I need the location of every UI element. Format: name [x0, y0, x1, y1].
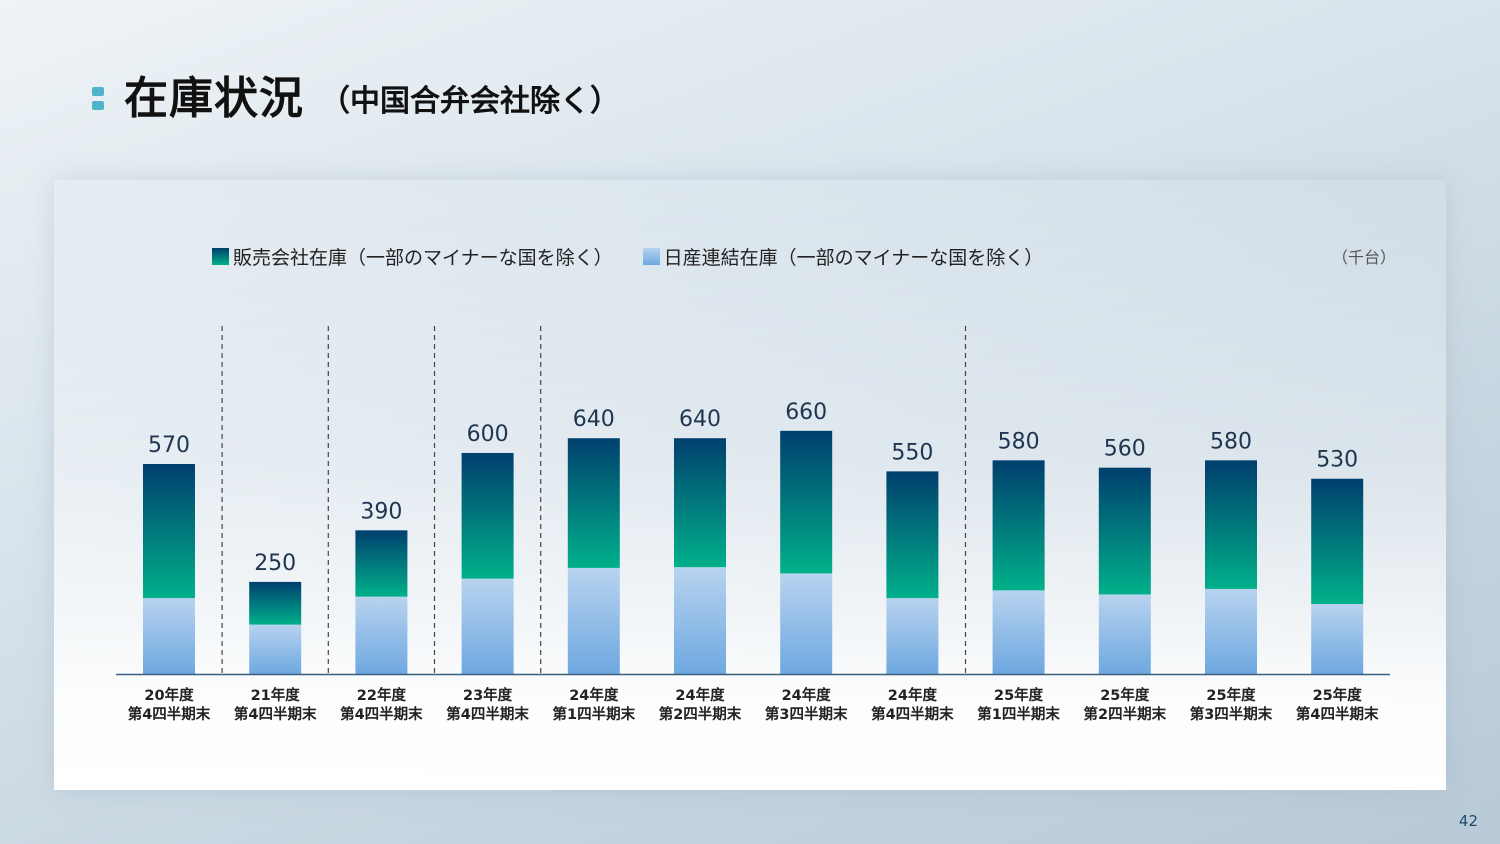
x-tick-label-year: 20年度 [144, 686, 194, 704]
total-data-label: 580 [998, 429, 1040, 454]
chart-legend: 販売会社在庫（一部のマイナーな国を除く） 日産連結在庫（一部のマイナーな国を除く… [212, 243, 1073, 270]
bar-nissan-segment [249, 624, 302, 674]
x-tick-label-year: 21年度 [251, 686, 301, 704]
total-data-label: 550 [891, 440, 933, 465]
title-marker-icon [92, 77, 106, 111]
x-tick-label-year: 22年度 [357, 686, 407, 704]
unit-label: （千台） [1331, 248, 1396, 267]
bar-nissan-segment [1098, 594, 1151, 674]
total-data-label: 570 [148, 433, 190, 458]
x-tick-label-quarter: 第4四半期末 [871, 705, 954, 723]
legend-swatch-dealer [212, 248, 229, 265]
x-tick-label-year: 25年度 [1206, 686, 1256, 704]
x-tick-label-year: 24年度 [888, 686, 938, 704]
bar-dealer-segment [355, 530, 408, 597]
page-title: 在庫状況 [124, 73, 304, 124]
bar-nissan-segment [886, 598, 939, 674]
bar-nissan-segment [1205, 588, 1257, 674]
legend-item-nissan: 日産連結在庫（一部のマイナーな国を除く） [642, 243, 1044, 270]
x-tick-label-year: 24年度 [569, 686, 619, 704]
bar-dealer-segment [461, 452, 514, 579]
legend-item-dealer: 販売会社在庫（一部のマイナーな国を除く） [212, 243, 613, 270]
bar-nissan-segment [992, 590, 1045, 674]
legend-label-nissan: 日産連結在庫（一部のマイナーな国を除く） [663, 247, 1044, 269]
bar-dealer-segment [1311, 478, 1364, 605]
bar-dealer-segment [886, 471, 939, 599]
total-data-label: 390 [360, 499, 402, 524]
total-data-label: 250 [254, 551, 296, 576]
bar-nissan-segment [674, 567, 726, 674]
x-tick-label-quarter: 第4四半期末 [340, 705, 423, 723]
bar-nissan-segment [461, 578, 514, 674]
bar-dealer-segment [780, 430, 833, 574]
total-data-label: 580 [1210, 429, 1252, 454]
total-data-label: 560 [1104, 437, 1146, 462]
total-data-label: 660 [785, 400, 827, 425]
x-tick-label-quarter: 第4四半期末 [128, 705, 211, 723]
x-tick-label-quarter: 第3四半期末 [765, 705, 848, 723]
x-tick-label-year: 25年度 [1313, 686, 1363, 704]
bar-dealer-segment [992, 460, 1045, 591]
bar-nissan-segment [780, 573, 833, 674]
total-data-label: 640 [679, 407, 721, 432]
x-tick-label-year: 24年度 [675, 686, 725, 704]
page-number: 42 [1458, 812, 1478, 830]
total-data-label: 530 [1316, 448, 1358, 473]
bar-dealer-segment [674, 438, 726, 568]
bar-dealer-segment [1098, 467, 1151, 595]
x-tick-label-quarter: 第4四半期末 [234, 705, 317, 723]
bar-dealer-segment [567, 438, 620, 568]
bar-dealer-segment [249, 581, 302, 625]
bar-nissan-segment [1311, 604, 1364, 674]
x-tick-label-quarter: 第4四半期末 [1296, 705, 1379, 723]
x-tick-label-year: 25年度 [994, 686, 1044, 704]
x-tick-label-quarter: 第1四半期末 [977, 705, 1060, 723]
bar-nissan-segment [143, 598, 195, 674]
total-data-label: 640 [573, 407, 615, 432]
x-tick-label-quarter: 第3四半期末 [1190, 705, 1273, 723]
bar-nissan-segment [567, 567, 620, 674]
x-tick-label-year: 24年度 [782, 686, 832, 704]
page-subtitle: （中国合弁会社除く） [320, 84, 620, 119]
bar-dealer-segment [1205, 460, 1257, 589]
bar-dealer-segment [143, 464, 195, 599]
legend-label-dealer: 販売会社在庫（一部のマイナーな国を除く） [233, 247, 613, 269]
total-data-label: 600 [467, 422, 509, 447]
x-tick-label-year: 23年度 [463, 686, 513, 704]
page-header: 在庫状況 （中国合弁会社除く） [92, 62, 620, 126]
x-tick-label-quarter: 第2四半期末 [659, 705, 742, 723]
legend-swatch-nissan [642, 248, 660, 265]
x-tick-label-quarter: 第4四半期末 [446, 705, 529, 723]
x-tick-label-quarter: 第1四半期末 [553, 705, 636, 723]
x-tick-label-year: 25年度 [1100, 686, 1150, 704]
x-tick-label-quarter: 第2四半期末 [1084, 705, 1167, 723]
bar-nissan-segment [355, 596, 408, 674]
